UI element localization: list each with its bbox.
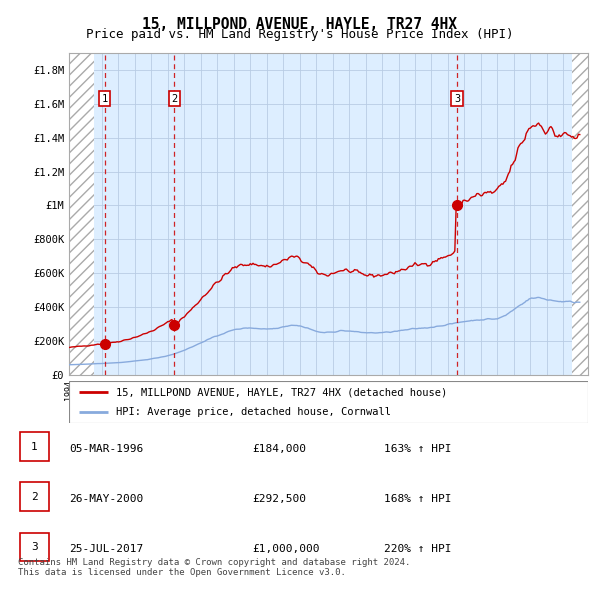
- Text: HPI: Average price, detached house, Cornwall: HPI: Average price, detached house, Corn…: [116, 408, 391, 417]
- Text: 15, MILLPOND AVENUE, HAYLE, TR27 4HX: 15, MILLPOND AVENUE, HAYLE, TR27 4HX: [143, 17, 458, 31]
- Text: £292,500: £292,500: [252, 494, 306, 504]
- Text: 1: 1: [101, 94, 108, 104]
- Text: 1: 1: [31, 442, 38, 451]
- Text: 163% ↑ HPI: 163% ↑ HPI: [384, 444, 452, 454]
- Text: 2: 2: [31, 492, 38, 502]
- Text: 3: 3: [31, 542, 38, 552]
- Text: £1,000,000: £1,000,000: [252, 545, 320, 554]
- Text: 168% ↑ HPI: 168% ↑ HPI: [384, 494, 452, 504]
- Text: 2: 2: [172, 94, 178, 104]
- Text: 220% ↑ HPI: 220% ↑ HPI: [384, 545, 452, 554]
- Text: 3: 3: [454, 94, 460, 104]
- Text: 05-MAR-1996: 05-MAR-1996: [69, 444, 143, 454]
- Text: 25-JUL-2017: 25-JUL-2017: [69, 545, 143, 554]
- Text: 15, MILLPOND AVENUE, HAYLE, TR27 4HX (detached house): 15, MILLPOND AVENUE, HAYLE, TR27 4HX (de…: [116, 388, 447, 398]
- Text: £184,000: £184,000: [252, 444, 306, 454]
- Bar: [572, 53, 588, 375]
- Bar: [69, 53, 94, 375]
- Text: Contains HM Land Registry data © Crown copyright and database right 2024.
This d: Contains HM Land Registry data © Crown c…: [18, 558, 410, 577]
- Text: 26-MAY-2000: 26-MAY-2000: [69, 494, 143, 504]
- Text: Price paid vs. HM Land Registry's House Price Index (HPI): Price paid vs. HM Land Registry's House …: [86, 28, 514, 41]
